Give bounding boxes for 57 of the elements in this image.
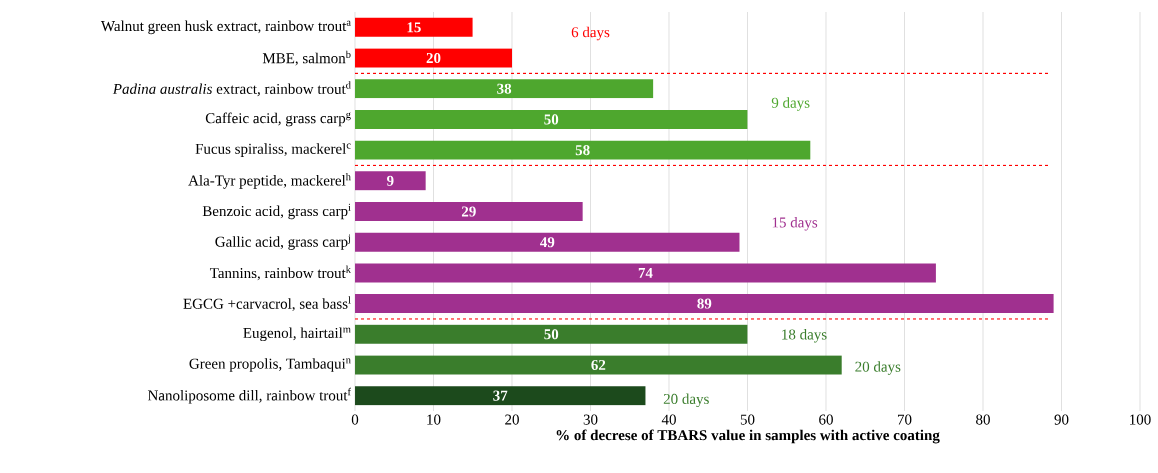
x-tick-label: 80 bbox=[976, 414, 990, 425]
bar bbox=[355, 294, 1054, 314]
data-label: 74 bbox=[638, 267, 653, 278]
y-tick-label: Caffeic acid, grass carp$^{g}$ bbox=[205, 112, 351, 127]
bar bbox=[355, 263, 936, 283]
y-tick-label: Gallic acid, grass carp$^{j}$ bbox=[215, 234, 351, 250]
bar bbox=[355, 17, 473, 37]
y-tick-label: MBE, salmon$^{b}$ bbox=[262, 50, 351, 66]
x-tick-label: 0 bbox=[351, 414, 359, 425]
y-tick-label: Nanoliposome dill, rainbow trout$^{f}$ bbox=[147, 387, 351, 404]
x-tick-label: 40 bbox=[661, 414, 676, 425]
bar bbox=[355, 48, 513, 68]
data-label: 38 bbox=[497, 83, 512, 94]
y-tick-label: Benzoic acid, grass carp$^{i}$ bbox=[202, 203, 351, 220]
annotation: 15 days bbox=[772, 216, 818, 231]
bar bbox=[355, 109, 748, 129]
annotation: 20 days bbox=[855, 361, 901, 375]
y-tick-label: Ala-Tyr peptide, mackerel$^{h}$ bbox=[188, 172, 351, 189]
x-tick-label: 30 bbox=[583, 414, 598, 425]
bar bbox=[355, 386, 646, 406]
bar bbox=[355, 79, 654, 99]
bar bbox=[355, 202, 583, 221]
y-tick-label: Padina australis extract, rainbow trout$^{d}$ bbox=[112, 81, 351, 97]
bar bbox=[355, 171, 426, 191]
data-label: 50 bbox=[544, 329, 559, 340]
data-label: 15 bbox=[407, 22, 421, 33]
data-label: 62 bbox=[591, 359, 606, 370]
data-label: 9 bbox=[386, 175, 394, 186]
x-tick-label: 90 bbox=[1054, 414, 1069, 425]
x-tick-label: 50 bbox=[740, 414, 755, 425]
bar bbox=[355, 324, 748, 344]
annotation: 9 days bbox=[771, 97, 810, 111]
x-tick-label: 70 bbox=[897, 414, 912, 425]
data-label: 58 bbox=[575, 145, 590, 156]
y-tick-label: EGCG +carvacrol, sea bass$^{l}$ bbox=[183, 296, 351, 311]
data-label: 37 bbox=[493, 390, 508, 401]
annotation: 20 days bbox=[663, 393, 709, 408]
annotation: 6 days bbox=[571, 26, 610, 41]
y-tick-label: Fucus spiraliss, mackerel$^{c}$ bbox=[195, 143, 351, 157]
data-label: 50 bbox=[544, 114, 559, 125]
data-label: 89 bbox=[697, 298, 712, 309]
x-tick-label: 10 bbox=[427, 414, 441, 425]
x-tick-label: 20 bbox=[505, 414, 519, 425]
data-label: 49 bbox=[540, 237, 555, 248]
y-tick-label: Eugenol, hairtail$^{m}$ bbox=[243, 327, 351, 342]
data-label: 20 bbox=[426, 52, 441, 64]
bar bbox=[355, 355, 842, 375]
y-tick-label: Tannins, rainbow trout$^{k}$ bbox=[209, 265, 351, 281]
y-tick-label: Walnut green husk extract, rainbow trout$^{a}$ bbox=[100, 20, 351, 35]
x-tick-label: 100 bbox=[1130, 414, 1151, 425]
data-label: 29 bbox=[461, 206, 476, 217]
bar bbox=[355, 140, 811, 160]
x-tick-label: 60 bbox=[819, 414, 833, 425]
x-axis-title: % of decrese of TBARS value in samples with active coating bbox=[556, 429, 940, 444]
bar bbox=[355, 232, 740, 252]
annotation: 18 days bbox=[782, 328, 827, 343]
y-tick-label: Green propolis, Tambaqui$^{n}$ bbox=[189, 358, 351, 372]
